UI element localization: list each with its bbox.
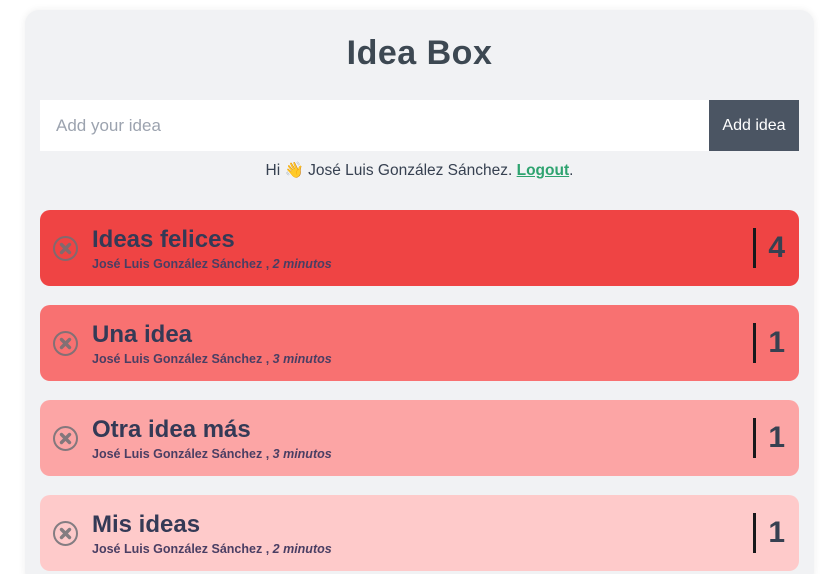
idea-author: José Luis González Sánchez [92,256,263,271]
delete-idea-button[interactable] [52,330,79,357]
idea-meta: Otra idea más José Luis González Sánchez… [92,416,743,461]
wave-emoji: 👋 [284,162,304,179]
idea-author-line: José Luis González Sánchez , 2 minutos [92,257,743,271]
greeting: Hi 👋 José Luis González Sánchez. Logout. [40,161,799,180]
delete-idea-button[interactable] [52,520,79,547]
circle-x-icon [52,235,79,262]
idea-author: José Luis González Sánchez [92,541,263,556]
idea-box-panel: Idea Box Add idea Hi 👋 José Luis Gonzále… [25,10,814,574]
add-idea-form: Add idea [40,100,799,151]
idea-score-value: 4 [768,231,785,264]
idea-time: 2 minutos [272,541,332,556]
circle-x-icon [52,330,79,357]
delete-idea-button[interactable] [52,235,79,262]
idea-author-line: José Luis González Sánchez , 3 minutos [92,447,743,461]
idea-title: Mis ideas [92,510,201,538]
idea-title: Otra idea más [92,415,251,443]
idea-score: 4 [753,228,785,268]
idea-author-line: José Luis González Sánchez , 3 minutos [92,352,743,366]
idea-meta: Ideas felices José Luis González Sánchez… [92,226,743,271]
idea-author: José Luis González Sánchez [92,351,263,366]
idea-list: Ideas felices José Luis González Sánchez… [40,210,799,571]
idea-time: 3 minutos [272,351,332,366]
circle-x-icon [52,520,79,547]
idea-score-value: 1 [768,516,785,549]
idea-separator: , [265,351,270,366]
idea-separator: , [265,256,270,271]
idea-author: José Luis González Sánchez [92,446,263,461]
idea-meta: Una idea José Luis González Sánchez , 3 … [92,321,743,366]
idea-score-value: 1 [768,326,785,359]
idea-separator: , [265,446,270,461]
idea-score: 1 [753,323,785,363]
add-idea-button[interactable]: Add idea [709,100,799,151]
idea-title: Ideas felices [92,225,235,253]
idea-time: 2 minutos [272,256,332,271]
idea-time: 3 minutos [272,446,332,461]
idea-card[interactable]: Ideas felices José Luis González Sánchez… [40,210,799,286]
idea-author-line: José Luis González Sánchez , 2 minutos [92,542,743,556]
idea-score-value: 1 [768,421,785,454]
idea-input[interactable] [40,100,709,151]
logout-link[interactable]: Logout [516,162,570,179]
idea-card[interactable]: Mis ideas José Luis González Sánchez , 2… [40,495,799,571]
idea-card[interactable]: Una idea José Luis González Sánchez , 3 … [40,305,799,381]
delete-idea-button[interactable] [52,425,79,452]
idea-separator: , [265,541,270,556]
idea-score: 1 [753,418,785,458]
idea-meta: Mis ideas José Luis González Sánchez , 2… [92,511,743,556]
idea-card[interactable]: Otra idea más José Luis González Sánchez… [40,400,799,476]
page-title: Idea Box [346,34,493,72]
greeting-suffix: . [569,162,574,179]
idea-title: Una idea [92,320,193,348]
greeting-prefix: Hi [265,162,281,179]
circle-x-icon [52,425,79,452]
greeting-user: José Luis González Sánchez. [308,162,513,179]
idea-score: 1 [753,513,785,553]
